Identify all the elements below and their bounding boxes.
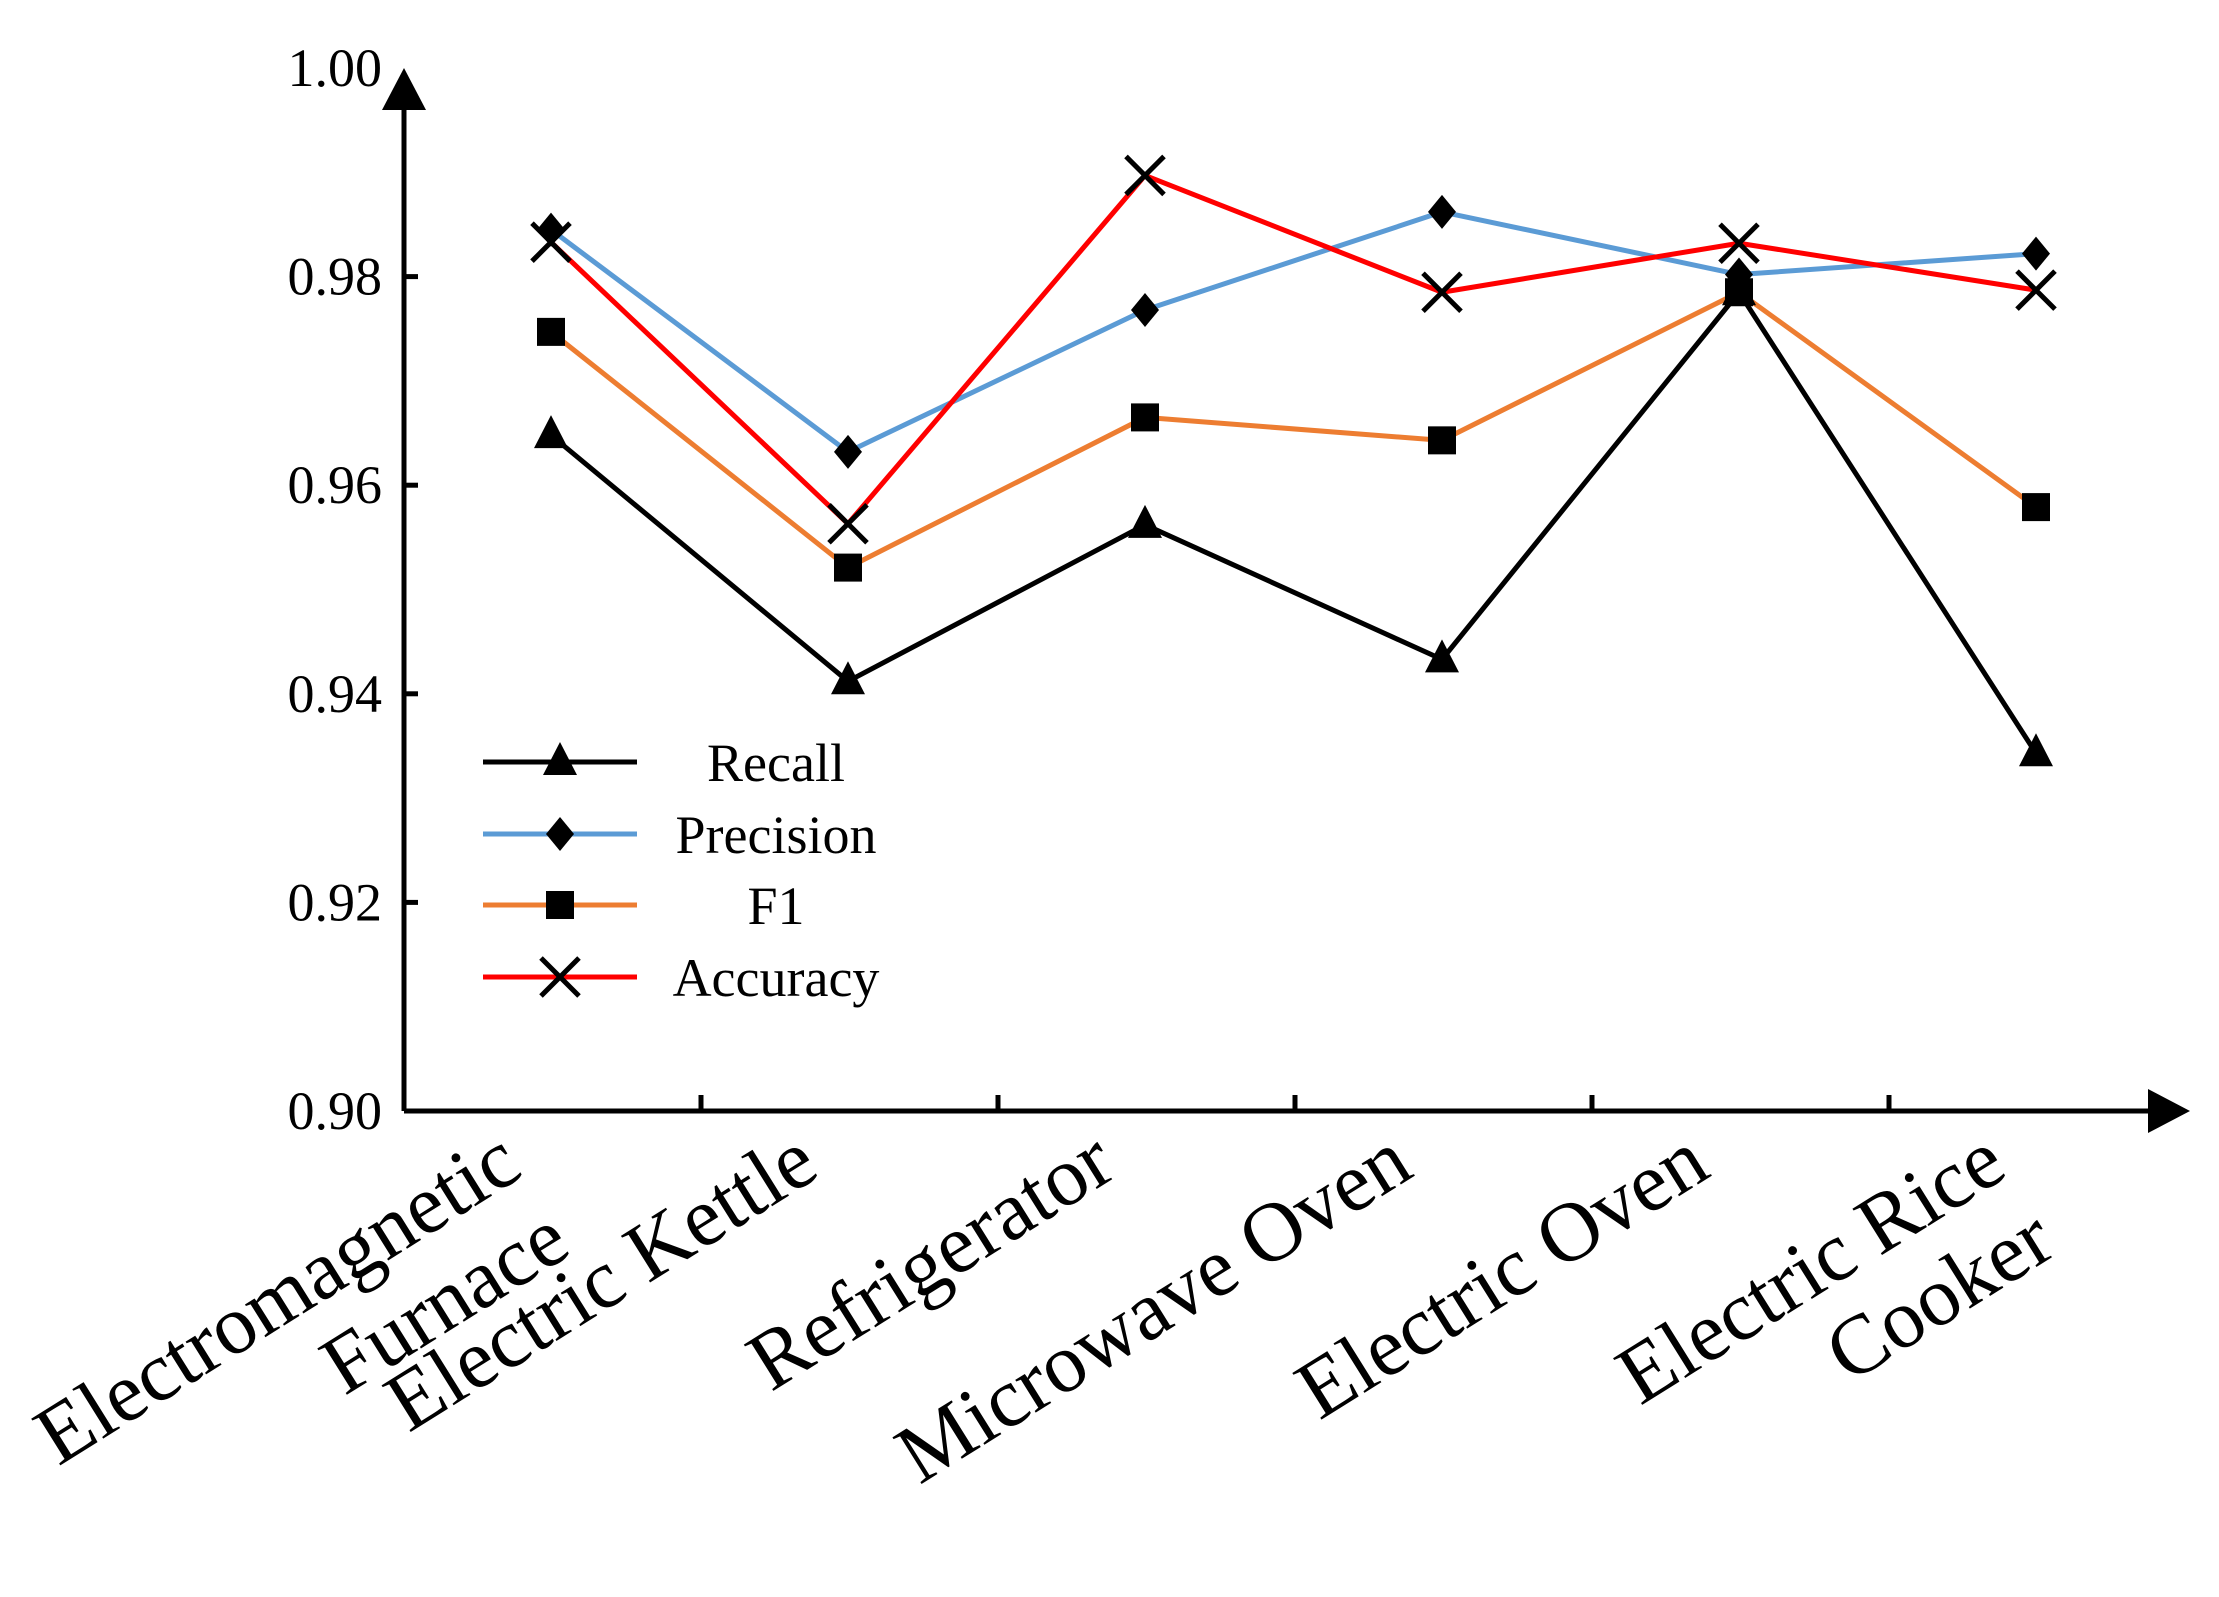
data-point-f1 [1428, 426, 1456, 455]
category-label-line: Microwave Oven [880, 1112, 1426, 1501]
data-point-precision [1428, 194, 1456, 229]
data-point-recall [831, 661, 865, 695]
data-point-f1 [2022, 493, 2050, 522]
category-label: Microwave Oven [880, 1112, 1426, 1501]
series-line-precision [549, 209, 2037, 455]
cross-stroke [2015, 269, 2057, 311]
legend-label-precision: Precision [676, 805, 877, 865]
y-tick-label: 0.90 [288, 1081, 383, 1141]
series-layer [530, 154, 2057, 767]
cross-stroke [1421, 271, 1463, 314]
cross-stroke [1124, 154, 1166, 197]
data-point-accuracy [1124, 154, 1166, 197]
data-point-accuracy [2015, 269, 2057, 311]
data-point-precision [834, 434, 862, 469]
data-point-recall [1425, 639, 1459, 673]
legend-label-f1: F1 [747, 876, 804, 936]
legend-label-accuracy: Accuracy [673, 948, 880, 1008]
data-point-precision [2022, 236, 2050, 271]
y-tick-label: 0.96 [288, 455, 383, 515]
y-tick-label: 0.98 [288, 247, 383, 307]
data-point-recall [1128, 504, 1162, 538]
cross-stroke [539, 956, 581, 998]
series-line-f1 [549, 289, 2038, 571]
data-point-recall [534, 415, 568, 449]
legend: Recall Precision F1 Accuracy [483, 733, 879, 1008]
y-tick-label: 0.92 [288, 872, 383, 932]
series-line-recall [549, 289, 2039, 755]
data-point-f1 [1725, 278, 1753, 307]
data-point-f1 [537, 317, 565, 346]
data-point-f1 [834, 553, 862, 582]
y-tick-label: 1.00 [288, 38, 383, 98]
data-point-recall [2019, 733, 2053, 767]
legend-label-recall: Recall [707, 733, 845, 793]
data-point-f1 [1131, 403, 1159, 432]
data-point-accuracy [827, 503, 869, 545]
y-axis-arrow [382, 68, 426, 110]
legend-marker-accuracy [539, 956, 581, 998]
x-axis-arrow [2148, 1089, 2190, 1133]
y-tick-label: 0.94 [288, 664, 383, 724]
cross-stroke [827, 503, 869, 545]
data-point-accuracy [1718, 222, 1760, 264]
legend-marker-precision [546, 817, 574, 851]
cross-stroke [1718, 222, 1760, 264]
legend-marker-recall [543, 742, 577, 775]
legend-marker-f1 [546, 891, 574, 919]
series-line-accuracy [549, 172, 2037, 527]
data-point-accuracy [530, 221, 572, 263]
data-point-precision [1131, 292, 1159, 327]
cross-stroke [530, 221, 572, 263]
data-point-accuracy [1421, 271, 1463, 314]
